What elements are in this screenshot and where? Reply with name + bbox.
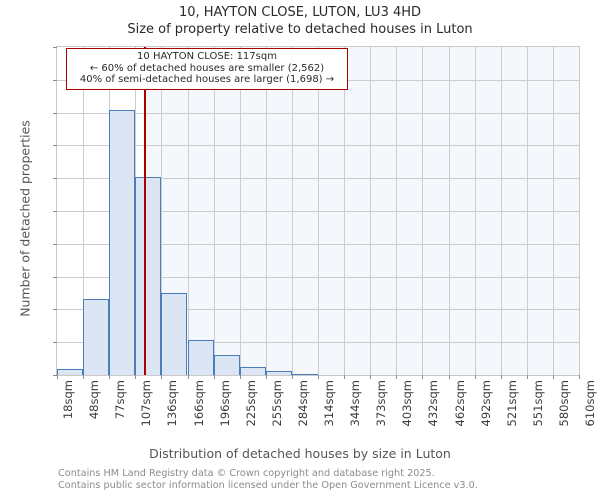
footer-attribution: Contains HM Land Registry data © Crown c… bbox=[58, 468, 598, 491]
x-tick-label: 314sqm bbox=[322, 380, 336, 427]
annotation-line-title: 10 HAYTON CLOSE: 117sqm bbox=[137, 51, 277, 62]
histogram-bars bbox=[57, 47, 579, 375]
x-tick-label: 107sqm bbox=[139, 380, 154, 427]
histogram-bar bbox=[213, 355, 240, 375]
histogram-bar bbox=[187, 339, 214, 375]
gridline-vertical bbox=[370, 47, 372, 375]
histogram-bar bbox=[57, 369, 84, 375]
x-tick-label: 521sqm bbox=[504, 380, 519, 427]
x-tick-mark bbox=[344, 375, 346, 379]
annotation-line-smaller: ← 60% of detached houses are smaller (2,… bbox=[89, 62, 325, 74]
plot-area bbox=[53, 46, 580, 379]
x-tick-mark bbox=[448, 375, 450, 379]
x-tick-label: 403sqm bbox=[400, 380, 415, 427]
x-tick-label: 18sqm bbox=[61, 380, 75, 420]
x-tick-label: 580sqm bbox=[556, 380, 571, 427]
x-tick-label: 48sqm bbox=[87, 380, 102, 420]
x-tick-mark bbox=[291, 375, 293, 379]
x-tick-mark bbox=[265, 375, 267, 379]
x-tick-label: 136sqm bbox=[165, 380, 180, 427]
gridline-vertical bbox=[187, 47, 189, 375]
gridline-vertical bbox=[474, 47, 476, 375]
gridline-vertical bbox=[83, 47, 85, 375]
y-tick-mark bbox=[53, 211, 57, 212]
y-tick-mark bbox=[53, 47, 57, 48]
x-tick-mark bbox=[109, 375, 111, 379]
gridline-vertical bbox=[239, 47, 241, 375]
x-tick-label: 225sqm bbox=[243, 380, 258, 427]
annotation-line-larger: 40% of semi-detached houses are larger (… bbox=[79, 74, 335, 86]
histogram-bar bbox=[161, 293, 188, 375]
x-tick-label: 492sqm bbox=[478, 380, 493, 427]
x-tick-mark bbox=[422, 375, 424, 379]
x-tick-mark bbox=[57, 375, 58, 379]
histogram-bar bbox=[265, 370, 292, 375]
gridline-vertical bbox=[396, 47, 398, 375]
x-tick-mark bbox=[239, 375, 241, 379]
gridline-vertical bbox=[526, 47, 528, 375]
gridline-vertical bbox=[552, 47, 554, 375]
y-tick-mark bbox=[53, 145, 57, 147]
gridline-vertical bbox=[265, 47, 267, 375]
chart-subtitle: Size of property relative to detached ho… bbox=[127, 22, 473, 37]
x-tick-mark bbox=[187, 375, 189, 379]
x-tick-mark bbox=[474, 375, 476, 379]
x-tick-mark bbox=[161, 375, 163, 379]
x-tick-mark bbox=[213, 375, 215, 379]
gridline-vertical bbox=[213, 47, 215, 375]
x-tick-mark bbox=[579, 375, 580, 379]
x-tick-mark bbox=[135, 375, 137, 379]
x-tick-label: 551sqm bbox=[530, 380, 545, 427]
x-tick-label: 166sqm bbox=[191, 380, 206, 427]
x-axis-tick-labels: 18sqm 48sqm 77sqm 107sqm 136sqm 166sqm 196sqm 2… bbox=[56, 380, 597, 446]
y-tick-mark bbox=[53, 276, 57, 278]
y-tick-mark bbox=[53, 79, 57, 81]
gridline-vertical bbox=[500, 47, 502, 375]
x-tick-mark bbox=[500, 375, 502, 379]
x-tick-label: 255sqm bbox=[269, 380, 284, 427]
histogram-bar bbox=[109, 110, 136, 375]
y-tick-mark bbox=[53, 178, 57, 180]
y-tick-mark bbox=[53, 243, 57, 245]
histogram-bar bbox=[135, 177, 162, 375]
histogram-bar bbox=[239, 366, 266, 375]
x-tick-mark bbox=[318, 375, 319, 379]
y-tick-mark bbox=[53, 342, 57, 344]
x-tick-label: 373sqm bbox=[374, 380, 389, 427]
gridline-vertical bbox=[448, 47, 450, 375]
chart-title-block: 10, HAYTON CLOSE, LUTON, LU3 4HD Size of… bbox=[0, 0, 600, 38]
y-axis-title: Number of detached properties bbox=[17, 120, 33, 317]
page-title: 10, HAYTON CLOSE, LUTON, LU3 4HD bbox=[178, 5, 422, 20]
gridline-vertical bbox=[344, 47, 346, 375]
y-tick-mark bbox=[53, 309, 57, 311]
x-tick-label: 610sqm bbox=[583, 380, 597, 427]
footer-line-1: Contains HM Land Registry data © Crown c… bbox=[58, 468, 435, 479]
x-tick-mark bbox=[552, 375, 554, 379]
y-tick-mark bbox=[53, 112, 57, 114]
gridline-vertical bbox=[422, 47, 424, 375]
x-tick-label: 432sqm bbox=[426, 380, 441, 427]
x-tick-label: 344sqm bbox=[348, 380, 363, 427]
x-tick-mark bbox=[83, 375, 85, 379]
x-tick-mark bbox=[526, 375, 528, 379]
histogram-bar bbox=[83, 298, 110, 375]
x-tick-label: 462sqm bbox=[452, 380, 467, 427]
footer-line-2: Contains public sector information licen… bbox=[58, 479, 478, 491]
gridline-vertical bbox=[318, 47, 319, 375]
property-annotation-box: 10 HAYTON CLOSE: 117sqm ← 60% of detache… bbox=[66, 48, 348, 90]
histogram-bar bbox=[291, 373, 318, 375]
gridline-vertical bbox=[161, 47, 163, 375]
x-tick-label: 196sqm bbox=[217, 380, 232, 427]
x-tick-label: 284sqm bbox=[295, 380, 310, 427]
property-size-marker-line bbox=[144, 47, 147, 375]
gridline-vertical bbox=[291, 47, 293, 375]
x-axis-title: Distribution of detached houses by size … bbox=[149, 446, 451, 461]
x-tick-mark bbox=[370, 375, 372, 379]
x-tick-label: 77sqm bbox=[113, 380, 128, 420]
y-tick-mark bbox=[53, 375, 57, 376]
x-tick-mark bbox=[396, 375, 398, 379]
